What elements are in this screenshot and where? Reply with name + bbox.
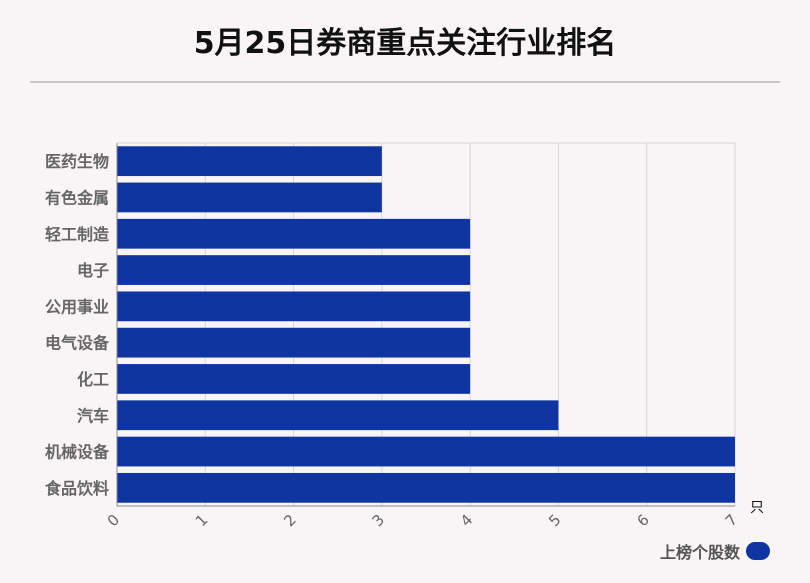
chart-title: 5月25日券商重点关注行业排名 [193, 26, 617, 61]
category-label: 机械设备 [45, 443, 110, 462]
legend[interactable]: 上榜个股数 [660, 540, 771, 562]
category-label: 公用事业 [45, 297, 109, 316]
bar [117, 182, 382, 213]
category-label: 化工 [77, 370, 109, 389]
x-tick-label: 3 [369, 511, 388, 530]
x-tick-label: 7 [722, 511, 741, 530]
bar [117, 436, 735, 467]
bar [117, 218, 471, 249]
x-tick-label: 0 [104, 511, 123, 530]
category-label: 轻工制造 [45, 225, 110, 244]
bar [117, 400, 559, 431]
x-tick-label: 6 [633, 511, 652, 530]
bar [117, 327, 471, 358]
category-label: 电气设备 [45, 334, 110, 353]
category-label: 食品饮料 [44, 479, 109, 498]
bar [117, 364, 471, 394]
legend-swatch [746, 542, 771, 560]
bar [117, 472, 735, 503]
bar [117, 146, 382, 177]
x-tick-label: 2 [280, 511, 299, 530]
bar [117, 291, 471, 322]
x-tick-label: 4 [457, 511, 476, 530]
bar [117, 255, 471, 285]
category-label: 汽车 [77, 406, 109, 425]
x-tick-label: 1 [192, 511, 211, 530]
x-unit-label: 只 [750, 500, 764, 516]
x-tick-label: 5 [545, 511, 564, 530]
category-label: 电子 [77, 261, 109, 280]
category-label: 有色金属 [45, 188, 109, 207]
title-divider [30, 81, 780, 83]
legend-label: 上榜个股数 [660, 543, 741, 562]
category-label: 医药生物 [45, 152, 109, 171]
